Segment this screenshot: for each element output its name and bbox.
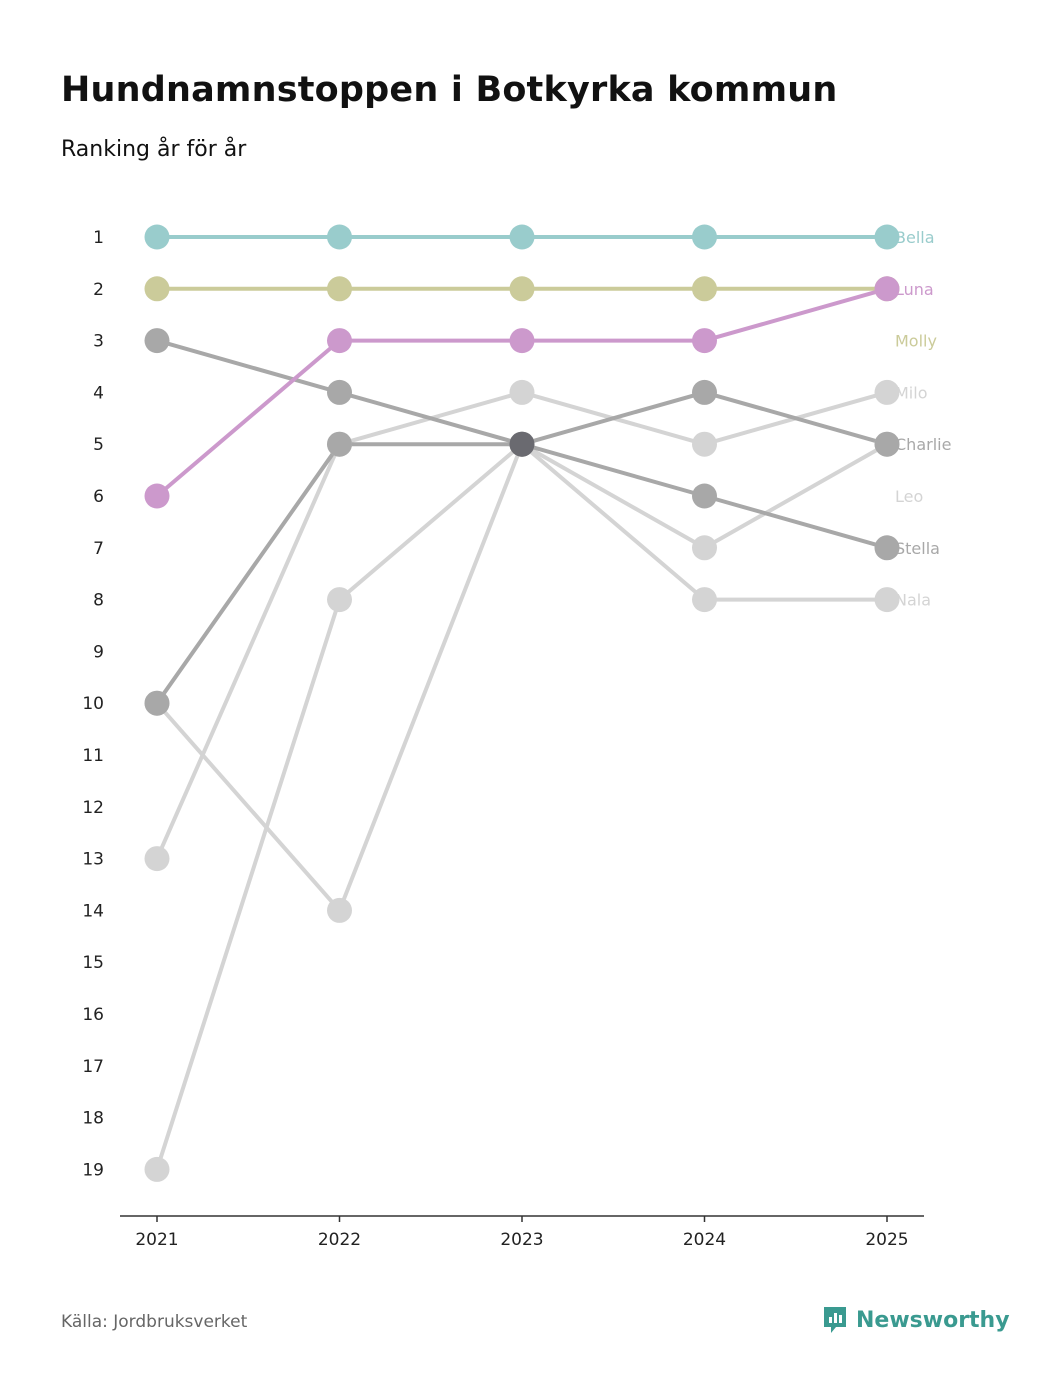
point-bella [692,224,717,250]
point-bella [874,224,900,250]
y-tick-label: 14 [82,901,104,921]
point-molly [692,276,717,302]
point-charlie [692,379,717,405]
point-molly [144,276,170,302]
series-line-milo [155,390,889,861]
y-tick-label: 3 [93,332,104,352]
point-leo [692,535,717,561]
point-luna [327,328,352,354]
point-milo [509,379,535,405]
x-tick-label: 2025 [865,1230,908,1250]
y-tick-label: 8 [93,591,104,611]
y-tick-label: 4 [93,383,104,403]
series-line-leo [155,442,889,1172]
y-tick-label: 19 [82,1160,104,1180]
y-tick-label: 18 [82,1109,104,1129]
point-overlap [509,431,535,457]
point-luna [874,276,900,302]
point-nala [327,897,352,923]
point-molly [509,276,535,302]
point-bella [144,224,170,250]
chart-subtitle: Ranking år för år [61,137,247,162]
x-axis-ticks: 2021 2022 2023 2024 2025 [135,1216,909,1250]
y-tick-label: 11 [82,746,104,766]
point-stella [692,483,717,509]
point-leo [327,587,352,613]
source-note: Källa: Jordbruksverket [61,1312,248,1332]
y-tick-label: 7 [93,539,104,559]
y-tick-label: 1 [93,228,104,248]
point-stella [874,535,900,561]
newsworthy-icon [824,1307,846,1333]
y-tick-label: 10 [82,694,104,714]
series-lines [155,235,889,1172]
point-bella [509,224,535,250]
y-tick-label: 6 [93,487,104,507]
series-line-nala [155,442,889,913]
point-luna [692,328,717,354]
point-stella [327,379,352,405]
point-charlie [144,690,170,716]
point-milo [692,431,717,457]
point-nala [692,587,717,613]
end-label-luna: Luna [895,280,934,299]
end-label-milo: Milo [895,383,927,402]
y-tick-label: 12 [82,798,104,818]
y-tick-label: 16 [82,1005,104,1025]
end-label-bella: Bella [895,228,935,247]
end-label-charlie: Charlie [895,435,951,454]
point-leo [144,1156,170,1182]
point-bella [327,224,352,250]
end-label-stella: Stella [895,539,940,558]
y-tick-label: 2 [93,280,104,300]
y-tick-label: 9 [93,642,104,662]
point-milo [144,846,170,872]
point-luna [509,328,535,354]
x-tick-label: 2022 [318,1230,361,1250]
point-milo [874,379,900,405]
series-points [144,224,900,1182]
x-tick-label: 2023 [500,1230,543,1250]
brand-name: Newsworthy [856,1307,1010,1333]
point-charlie [874,431,900,457]
point-charlie [327,431,352,457]
x-tick-label: 2024 [683,1230,726,1250]
end-label-leo: Leo [895,487,923,506]
y-tick-label: 17 [82,1057,104,1077]
end-labels: Bella Luna Molly Milo Charlie Leo Stella Nala [895,228,951,610]
point-stella [144,328,170,354]
end-label-nala: Nala [895,591,931,610]
point-nala [874,587,900,613]
y-tick-label: 13 [82,850,104,870]
brand-logo[interactable]: Newsworthy [822,1305,1010,1335]
end-label-molly: Molly [895,332,937,351]
chart-title: Hundnamnstoppen i Botkyrka kommun [61,70,838,110]
point-molly [327,276,352,302]
x-tick-label: 2021 [135,1230,178,1250]
y-tick-label: 5 [93,435,104,455]
point-luna [144,483,170,509]
y-tick-label: 15 [82,953,104,973]
